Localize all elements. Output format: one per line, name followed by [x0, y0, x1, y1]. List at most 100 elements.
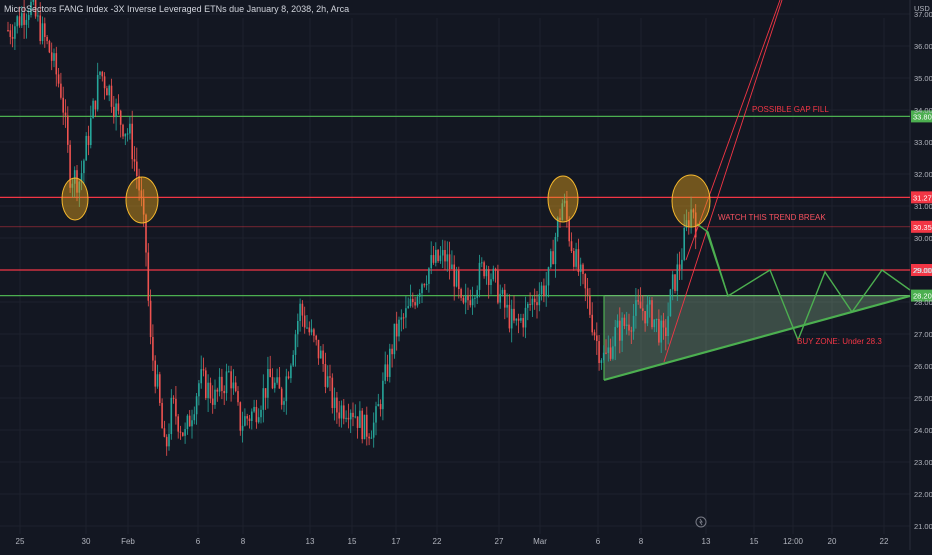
- candle-body: [241, 425, 244, 431]
- candle-body: [322, 350, 324, 365]
- candle-body: [264, 388, 267, 398]
- candle-body: [39, 15, 41, 41]
- candle-body: [50, 52, 53, 61]
- candle-body: [646, 304, 649, 324]
- candle-body: [501, 289, 504, 294]
- candle-body: [200, 369, 202, 384]
- candle-body: [83, 160, 85, 174]
- candle-body: [161, 402, 163, 429]
- candle-body: [653, 319, 656, 328]
- candle-body: [103, 76, 106, 89]
- candle-body: [370, 437, 373, 439]
- candle-body: [234, 382, 237, 392]
- candle-body: [690, 209, 692, 227]
- candle-body: [527, 303, 529, 308]
- touch-circle: [61, 177, 89, 221]
- candle-body: [310, 329, 313, 333]
- candle-body: [469, 300, 472, 306]
- candle-body: [538, 294, 541, 306]
- candle-body: [126, 133, 129, 135]
- candle-body: [278, 377, 281, 389]
- candle-body: [313, 329, 315, 336]
- y-tick-label: 37.00: [914, 10, 932, 19]
- support-trendline: [603, 294, 911, 382]
- candle-body: [163, 428, 166, 437]
- level-price-label: 33.80: [913, 112, 932, 121]
- candle-body: [165, 436, 168, 447]
- candle-body: [129, 123, 131, 134]
- candle-body: [602, 352, 605, 361]
- candle-body: [520, 318, 522, 321]
- candle-body: [85, 135, 87, 161]
- candle-body: [513, 308, 515, 321]
- candle-body: [671, 274, 674, 290]
- candle-body: [92, 100, 94, 119]
- candle-body: [308, 327, 311, 333]
- candle-body: [195, 396, 198, 415]
- candle-body: [529, 303, 531, 305]
- candle-body: [175, 398, 177, 417]
- candle-body: [110, 85, 113, 107]
- trend-drawings: [663, 0, 911, 363]
- candle-body: [76, 170, 78, 193]
- candle-body: [331, 377, 334, 408]
- touch-circle: [547, 175, 579, 223]
- x-tick-label: Feb: [121, 537, 135, 546]
- candle-body: [464, 295, 467, 303]
- x-tick-label: 12:00: [783, 537, 804, 546]
- candlestick-series: [7, 0, 697, 456]
- candle-body: [248, 418, 251, 421]
- candle-body: [568, 219, 570, 242]
- level-price-tag: [911, 191, 932, 204]
- candle-body: [612, 346, 614, 359]
- candle-body: [575, 249, 577, 267]
- candle-body: [71, 183, 74, 188]
- candle-body: [119, 110, 122, 125]
- candle-body: [522, 318, 524, 328]
- candle-body: [142, 198, 145, 215]
- candle-body: [655, 318, 658, 320]
- candle-body: [294, 334, 297, 355]
- candle-body: [260, 409, 262, 418]
- candle-body: [430, 255, 432, 269]
- candle-body: [453, 264, 455, 287]
- candle-body: [616, 320, 619, 327]
- candle-body: [239, 402, 242, 431]
- candle-body: [389, 348, 391, 377]
- candle-body: [506, 304, 508, 308]
- candle-body: [651, 300, 653, 328]
- candle-body: [62, 97, 64, 113]
- candle-body: [44, 23, 46, 37]
- replay-icon[interactable]: [695, 516, 707, 528]
- candle-body: [471, 298, 474, 306]
- candle-body: [184, 429, 186, 436]
- candle-body: [421, 284, 423, 294]
- level-price-label: 29.00: [913, 266, 932, 275]
- time-axis: 25 30 Feb 6 8 13 15 17 22 27 Mar 6 8 13 15 12:00 20 22: [16, 537, 889, 546]
- candle-body: [280, 388, 283, 405]
- candle-body: [324, 364, 327, 387]
- candle-body: [681, 259, 683, 270]
- x-tick-label: 22: [880, 537, 889, 546]
- candle-body: [170, 397, 173, 435]
- x-tick-label: 8: [639, 537, 644, 546]
- gap-fill-line: [663, 0, 783, 363]
- candle-body: [573, 251, 575, 267]
- x-tick-label: 15: [348, 537, 357, 546]
- candle-body: [214, 389, 216, 405]
- candle-body: [678, 264, 681, 270]
- candle-body: [23, 13, 25, 25]
- candle-body: [644, 311, 646, 324]
- candle-body: [377, 404, 380, 407]
- candle-body: [140, 190, 143, 199]
- touch-circle: [125, 176, 159, 224]
- candle-body: [16, 16, 18, 27]
- level-price-label: 31.27: [913, 193, 932, 202]
- candle-body: [614, 326, 616, 347]
- candle-body: [145, 214, 147, 253]
- x-tick-label: 6: [196, 537, 201, 546]
- candle-body: [504, 289, 506, 308]
- candle-body: [448, 254, 451, 270]
- candle-body: [632, 315, 635, 332]
